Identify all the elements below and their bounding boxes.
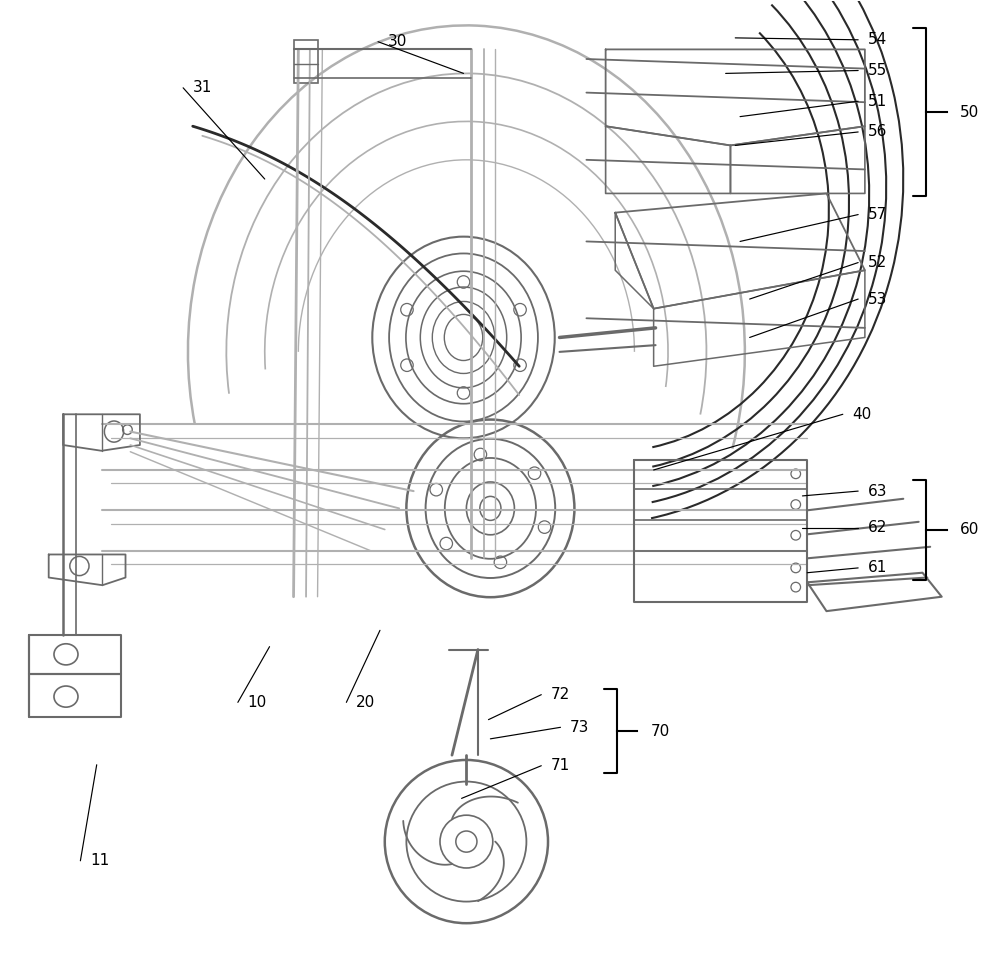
Text: 72: 72 bbox=[551, 688, 570, 702]
Text: 20: 20 bbox=[356, 695, 375, 710]
Text: 60: 60 bbox=[960, 523, 979, 537]
Text: 52: 52 bbox=[868, 255, 887, 270]
Text: 63: 63 bbox=[868, 483, 887, 499]
Text: 62: 62 bbox=[868, 520, 887, 535]
Text: 70: 70 bbox=[651, 723, 670, 739]
Text: 55: 55 bbox=[868, 63, 887, 78]
Text: 53: 53 bbox=[868, 292, 887, 306]
Text: 10: 10 bbox=[247, 695, 267, 710]
Text: 54: 54 bbox=[868, 33, 887, 47]
Text: 31: 31 bbox=[193, 80, 212, 95]
Text: 51: 51 bbox=[868, 93, 887, 109]
Text: 30: 30 bbox=[388, 35, 407, 49]
Text: 61: 61 bbox=[868, 560, 887, 576]
Text: 71: 71 bbox=[551, 758, 570, 773]
Text: 56: 56 bbox=[868, 124, 887, 140]
Text: 73: 73 bbox=[570, 719, 589, 735]
Text: 50: 50 bbox=[960, 105, 979, 119]
Text: 11: 11 bbox=[90, 853, 109, 869]
Bar bbox=[294, 39, 318, 83]
Text: 57: 57 bbox=[868, 207, 887, 222]
Text: 40: 40 bbox=[852, 406, 872, 422]
